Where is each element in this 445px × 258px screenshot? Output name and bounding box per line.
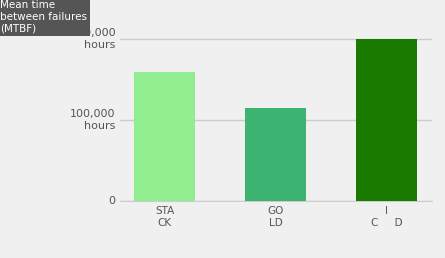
Bar	[134, 71, 195, 201]
Text: 100,000
hours: 100,000 hours	[70, 109, 116, 131]
Text: 0: 0	[109, 196, 116, 206]
Text: Mean time
between failures
(MTBF): Mean time between failures (MTBF)	[0, 0, 87, 33]
Bar	[245, 108, 307, 201]
Text: 200,000
hours: 200,000 hours	[70, 28, 116, 50]
Bar	[356, 39, 417, 201]
